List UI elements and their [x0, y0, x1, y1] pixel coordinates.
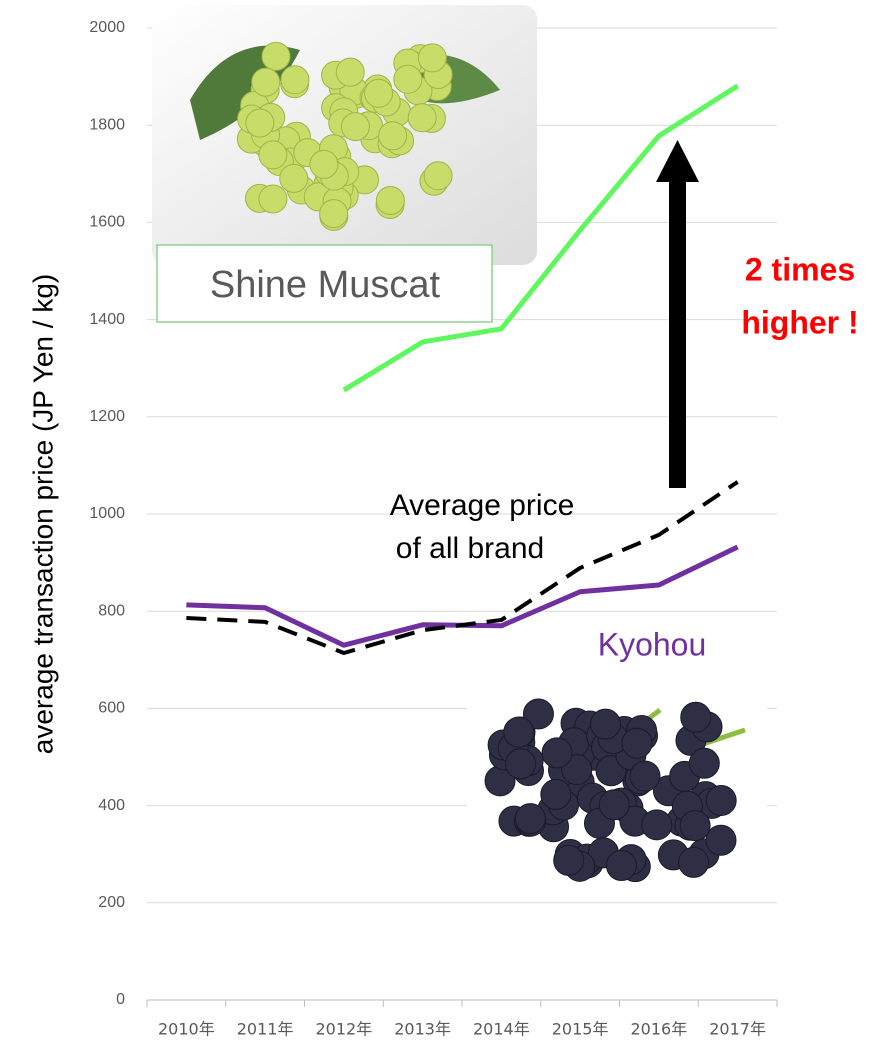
grape: [375, 185, 405, 215]
grape: [678, 846, 710, 878]
grape: [503, 716, 535, 748]
grape: [258, 140, 288, 170]
grape: [541, 737, 573, 769]
grape: [335, 57, 365, 87]
grape: [553, 844, 585, 876]
y-tick-label: 2000: [89, 19, 125, 36]
grape: [261, 41, 291, 71]
arrow-head: [656, 140, 699, 182]
arrow-shaft: [669, 180, 686, 488]
grape: [589, 708, 621, 740]
kyohou-label: Kyohou: [598, 626, 707, 662]
grape: [705, 784, 737, 816]
grape: [364, 78, 394, 108]
grape: [540, 778, 572, 810]
grape: [378, 121, 408, 151]
grape: [505, 748, 537, 780]
x-tick-label: 2014年: [473, 1020, 530, 1039]
x-tick-label: 2016年: [631, 1020, 688, 1039]
grape: [680, 701, 712, 733]
grape: [279, 163, 309, 193]
grape: [340, 112, 370, 142]
y-tick-label: 800: [98, 602, 125, 619]
y-tick-label: 600: [98, 700, 125, 717]
y-tick-label: 0: [116, 991, 125, 1008]
y-tick-label: 1600: [89, 214, 125, 231]
average-label: Average price: [390, 489, 575, 522]
grape: [522, 698, 554, 730]
grape: [688, 747, 720, 779]
grape: [280, 65, 310, 95]
average-label: of all brand: [396, 532, 544, 565]
grape: [605, 849, 637, 881]
grape: [514, 803, 546, 835]
y-tick-label: 1200: [89, 408, 125, 425]
y-axis-label: average transaction price (JP Yen / kg): [27, 274, 58, 754]
label-box: [156, 244, 493, 323]
y-tick-label: 1400: [89, 311, 125, 328]
stem: [699, 727, 746, 748]
grape: [705, 824, 737, 856]
grape: [393, 64, 423, 94]
grape: [245, 108, 275, 138]
shine-muscat-label: Shine Muscat: [210, 264, 441, 306]
x-tick-label: 2017年: [709, 1020, 766, 1039]
y-tick-label: 1800: [89, 116, 125, 133]
shine-muscat-grapes: [190, 41, 500, 231]
x-tick-label: 2010年: [158, 1020, 215, 1039]
y-tick-label: 1000: [89, 505, 125, 522]
x-tick-label: 2012年: [316, 1020, 373, 1039]
y-tick-label: 200: [98, 894, 125, 911]
grape: [258, 184, 288, 214]
grape: [417, 43, 447, 73]
grape: [319, 199, 349, 229]
x-tick-label: 2011年: [237, 1020, 294, 1039]
annotation: higher !: [741, 304, 858, 340]
grape: [423, 161, 453, 191]
grape: [629, 760, 661, 792]
grape: [407, 103, 437, 133]
y-tick-label: 400: [98, 797, 125, 814]
grape: [598, 789, 630, 821]
x-tick-label: 2015年: [552, 1020, 609, 1039]
series-line: [342, 83, 739, 393]
grape: [679, 810, 711, 842]
x-tick-label: 2013年: [394, 1020, 451, 1039]
grape: [641, 809, 673, 841]
kyohou-grapes: [484, 698, 746, 883]
grape: [251, 67, 281, 97]
grape: [621, 727, 653, 759]
series-line: [186, 480, 739, 655]
annotation: 2 times: [745, 251, 855, 287]
grape: [309, 149, 339, 179]
